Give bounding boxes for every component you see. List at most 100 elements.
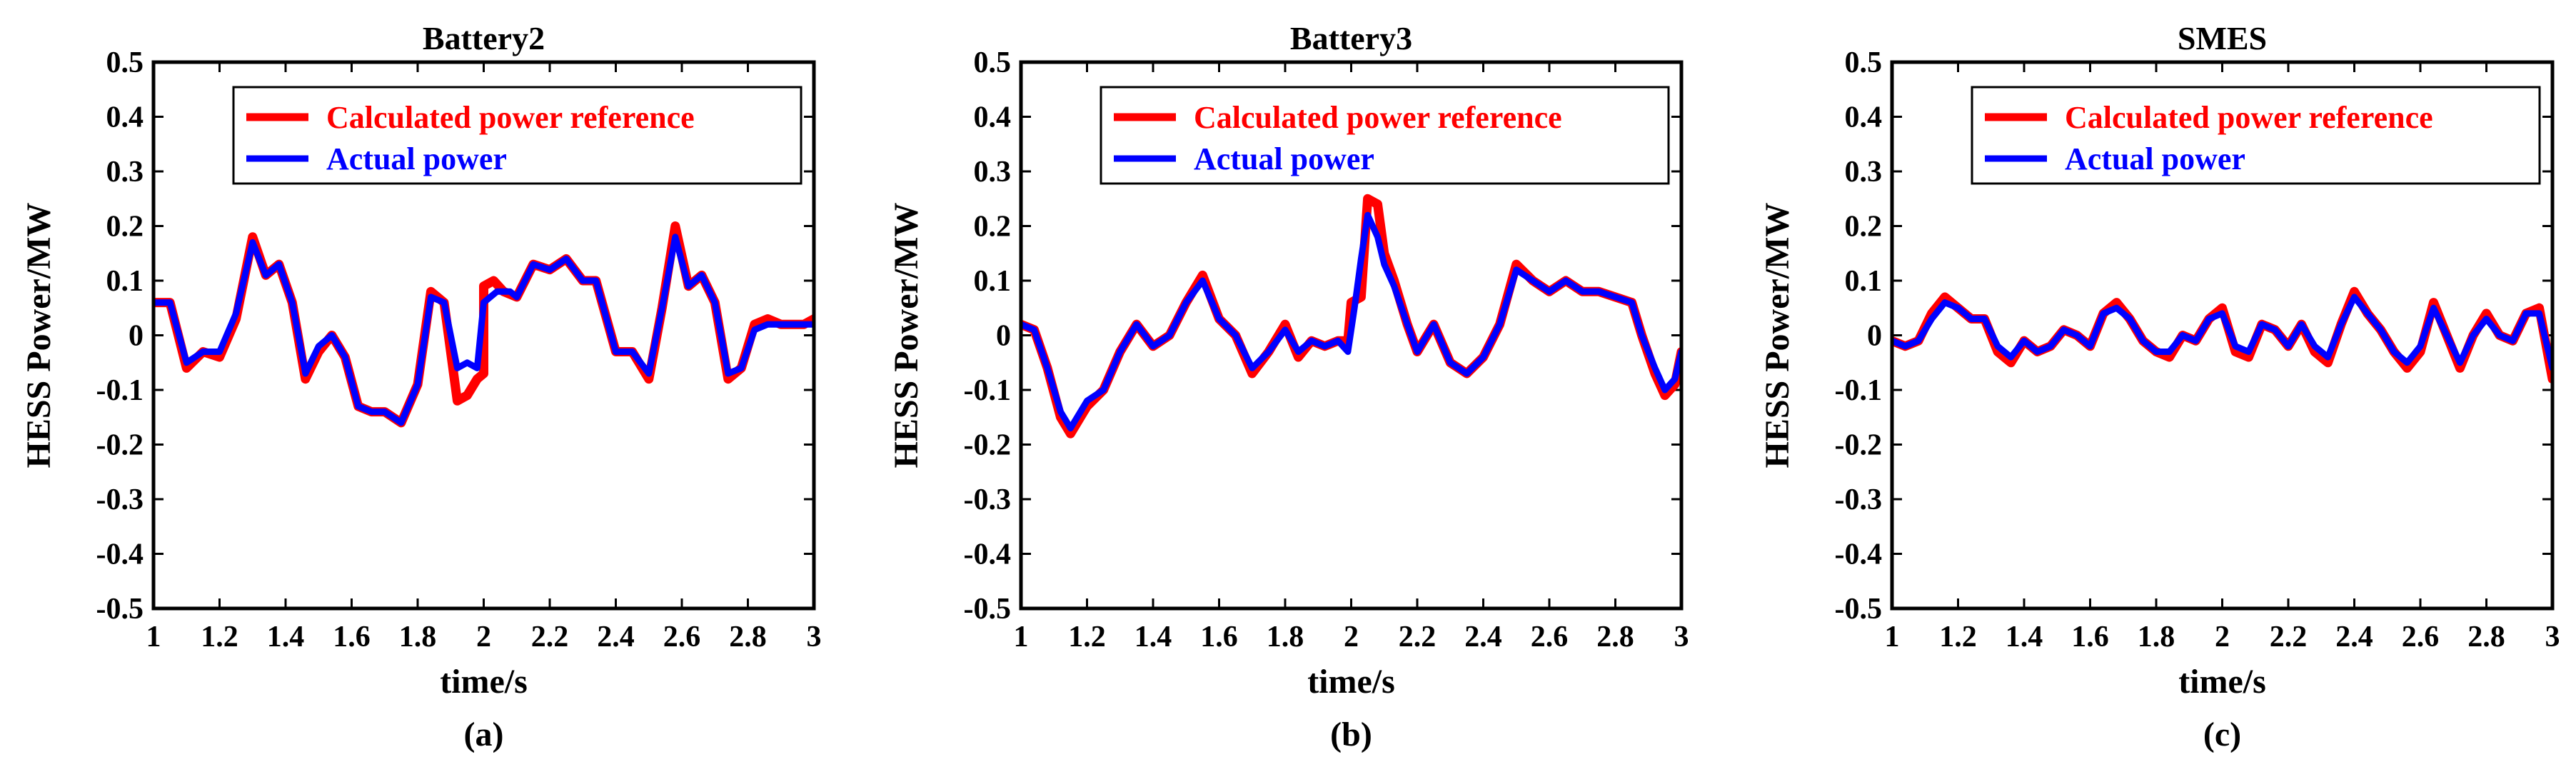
x-tick-label: 3 <box>2545 621 2560 653</box>
y-tick-label: -0.4 <box>96 538 144 571</box>
chart-title: Battery3 <box>1290 20 1412 56</box>
y-tick-label: 0 <box>129 320 144 353</box>
x-axis-label: time/s <box>2178 663 2266 701</box>
y-tick-label: -0.4 <box>1835 538 1883 571</box>
legend-label: Calculated power reference <box>2065 100 2433 135</box>
x-tick-label: 2.8 <box>2467 621 2505 653</box>
y-tick-label: 0.2 <box>974 211 1012 244</box>
x-tick-label: 2.4 <box>597 621 635 653</box>
x-tick-label: 1.6 <box>2071 621 2109 653</box>
y-tick-label: 0.3 <box>974 156 1012 189</box>
y-tick-label: -0.2 <box>964 429 1012 462</box>
x-tick-label: 1.2 <box>201 621 238 653</box>
y-axis-label: HESS Power/MW <box>1759 203 1796 468</box>
axes-box <box>1890 60 2555 611</box>
legend: Calculated power reference Actual power <box>1971 86 2541 185</box>
x-tick-label: 2.6 <box>1531 621 1569 653</box>
x-tick-label: 3 <box>1674 621 1689 653</box>
y-tick-label: -0.3 <box>1835 483 1883 516</box>
legend-label: Actual power <box>2065 141 2245 176</box>
x-tick-label: 2.2 <box>1399 621 1437 653</box>
x-tick-label: 2.8 <box>729 621 767 653</box>
y-tick-label: -0.5 <box>96 593 144 626</box>
y-tick-label: 0.5 <box>106 46 144 79</box>
chart-panel-1: Battery2 1 1.2 1.4 1.6 1.8 2 2.2 2.4 2.6 2.8 3 -0.5 -… <box>20 20 822 753</box>
y-tick-label: 0.1 <box>1845 265 1883 298</box>
y-tick-label: 0.2 <box>1845 211 1883 244</box>
x-axis-label: time/s <box>440 663 528 701</box>
legend-box <box>1100 86 1670 185</box>
panel-caption: (b) <box>1330 716 1372 753</box>
x-tick-label: 2.4 <box>2335 621 2373 653</box>
x-tick-label: 1.8 <box>399 621 437 653</box>
legend-label: Actual power <box>1194 141 1374 176</box>
y-tick-label: 0.4 <box>1845 101 1883 134</box>
x-tick-label: 1.6 <box>333 621 371 653</box>
y-tick-label: 0.4 <box>106 101 144 134</box>
y-tick-label: 0.3 <box>106 156 144 189</box>
legend: Calculated power reference Actual power <box>232 86 803 185</box>
chart-panel-3: SMES 1 1.2 1.4 1.6 1.8 2 2.2 2.4 2.6 2.8 3 -0.5 -0.4 -… <box>1759 20 2560 753</box>
legend-box <box>1971 86 2541 185</box>
x-tick-label: 1 <box>1014 621 1029 653</box>
plot-area <box>154 221 814 428</box>
y-tick-label: 0.5 <box>1845 46 1883 79</box>
x-tick-label: 2 <box>476 621 491 653</box>
y-tick-label: 0.1 <box>106 265 144 298</box>
y-tick-label: -0.2 <box>96 429 144 462</box>
series-line-actual <box>1892 294 2552 371</box>
axes-box <box>151 60 816 611</box>
y-axis-label: HESS Power/MW <box>887 203 925 468</box>
series-line-actual <box>154 234 814 426</box>
x-tick-label: 1.2 <box>1068 621 1106 653</box>
y-tick-label: 0 <box>1867 320 1882 353</box>
y-tick-label: 0.5 <box>974 46 1012 79</box>
y-tick-label: -0.1 <box>964 374 1012 407</box>
y-tick-label: -0.4 <box>964 538 1012 571</box>
x-tick-label: 2.8 <box>1596 621 1634 653</box>
x-tick-label: 1.4 <box>2006 621 2043 653</box>
y-tick-label: 0.4 <box>974 101 1012 134</box>
chart-title: Battery2 <box>423 20 545 56</box>
x-tick-label: 2.6 <box>663 621 701 653</box>
x-tick-label: 2.2 <box>531 621 569 653</box>
x-tick-label: 1.8 <box>2138 621 2175 653</box>
x-tick-label: 1 <box>1885 621 1900 653</box>
y-tick-label: 0.2 <box>106 211 144 244</box>
y-tick-label: 0 <box>996 320 1011 353</box>
x-tick-label: 2.2 <box>2270 621 2308 653</box>
axes-box <box>1019 60 1684 611</box>
legend-label: Calculated power reference <box>1194 100 1562 135</box>
panel-caption: (a) <box>464 716 504 753</box>
y-axis-label: HESS Power/MW <box>20 203 58 468</box>
x-tick-label: 1 <box>146 621 161 653</box>
x-tick-label: 1.2 <box>1939 621 1977 653</box>
x-tick-label: 1.8 <box>1267 621 1304 653</box>
y-tick-label: -0.5 <box>1835 593 1883 626</box>
chart-title: SMES <box>2178 20 2267 56</box>
x-tick-label: 2.6 <box>2402 621 2440 653</box>
y-tick-label: -0.2 <box>1835 429 1883 462</box>
plot-area <box>1892 286 2552 384</box>
x-tick-label: 2.4 <box>1464 621 1502 653</box>
panel-caption: (c) <box>2203 716 2241 753</box>
y-tick-label: 0.3 <box>1845 156 1883 189</box>
x-tick-label: 1.4 <box>267 621 305 653</box>
chart-panel-2: Battery3 1 1.2 1.4 1.6 1.8 2 2.2 2.4 2.6 2.8 3 -0.5 -… <box>887 20 1689 753</box>
x-tick-label: 1.6 <box>1200 621 1238 653</box>
legend-box <box>232 86 803 185</box>
plot-area <box>1021 194 1681 438</box>
y-tick-label: -0.5 <box>964 593 1012 626</box>
y-tick-label: 0.1 <box>974 265 1012 298</box>
y-tick-label: -0.3 <box>964 483 1012 516</box>
legend-label: Actual power <box>326 141 507 176</box>
x-axis-label: time/s <box>1307 663 1395 701</box>
x-tick-label: 2 <box>1344 621 1359 653</box>
y-tick-label: -0.3 <box>96 483 144 516</box>
y-tick-label: -0.1 <box>1835 374 1883 407</box>
y-tick-label: -0.1 <box>96 374 144 407</box>
x-tick-label: 1.4 <box>1134 621 1172 653</box>
legend-label: Calculated power reference <box>326 100 695 135</box>
x-tick-label: 3 <box>807 621 822 653</box>
